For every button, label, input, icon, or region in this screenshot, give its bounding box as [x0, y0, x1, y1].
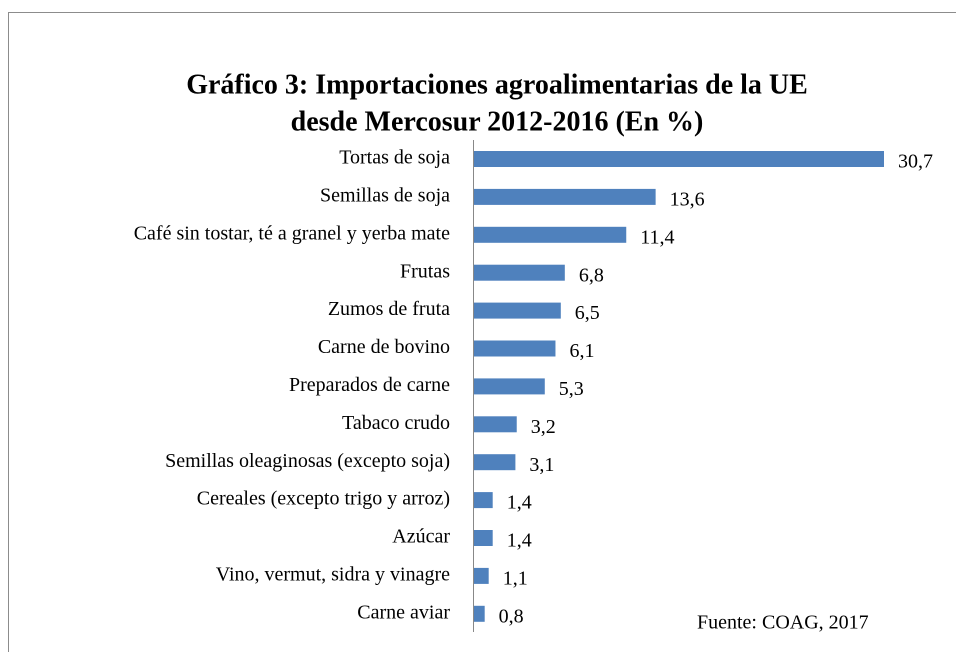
bar: [474, 492, 493, 509]
value-label: 11,4: [640, 226, 674, 248]
value-label: 6,5: [575, 302, 600, 324]
category-label: Frutas: [400, 260, 450, 282]
bar: [474, 378, 545, 395]
category-label: Semillas de soja: [320, 184, 450, 206]
bar: [474, 605, 485, 622]
category-label: Vino, vermut, sidra y vinagre: [216, 563, 450, 585]
bar: [474, 567, 489, 584]
value-label: 5,3: [559, 378, 584, 400]
value-label: 1,4: [507, 492, 532, 514]
chart-title: Gráfico 3: Importaciones agroalimentaria…: [186, 69, 808, 100]
bar: [474, 416, 517, 433]
bar: [474, 151, 884, 167]
value-label: 1,1: [503, 567, 528, 589]
bar: [474, 530, 493, 546]
value-label: 30,7: [898, 151, 933, 173]
value-label: 13,6: [670, 188, 705, 210]
value-label: 6,8: [579, 264, 604, 286]
category-label: Tabaco crudo: [342, 412, 450, 434]
category-label: Preparados de carne: [289, 374, 450, 396]
value-label: 3,2: [531, 416, 556, 438]
category-label: Zumos de fruta: [328, 298, 450, 320]
source-note: Fuente: COAG, 2017: [697, 612, 869, 634]
bar: [474, 226, 627, 243]
bar: [474, 302, 561, 319]
frame: [8, 12, 956, 652]
category-label: Carne aviar: [357, 601, 450, 623]
category-label: Semillas oleaginosas (excepto soja): [165, 450, 450, 472]
category-label: Tortas de soja: [339, 147, 450, 169]
category-label: Azúcar: [392, 526, 450, 548]
category-label: Cereales (excepto trigo y arroz): [197, 488, 450, 510]
value-label: 1,4: [507, 530, 532, 552]
bar: [474, 188, 656, 205]
value-label: 3,1: [529, 454, 554, 476]
category-label: Café sin tostar, té a granel y yerba mat…: [134, 222, 450, 244]
bar: [474, 264, 565, 281]
category-label: Carne de bovino: [318, 336, 450, 358]
value-label: 0,8: [499, 605, 524, 627]
value-label: 6,1: [569, 340, 594, 362]
bar: [474, 454, 516, 471]
bar: [474, 340, 556, 357]
chart-title: desde Mercosur 2012-2016 (En %): [291, 106, 704, 137]
